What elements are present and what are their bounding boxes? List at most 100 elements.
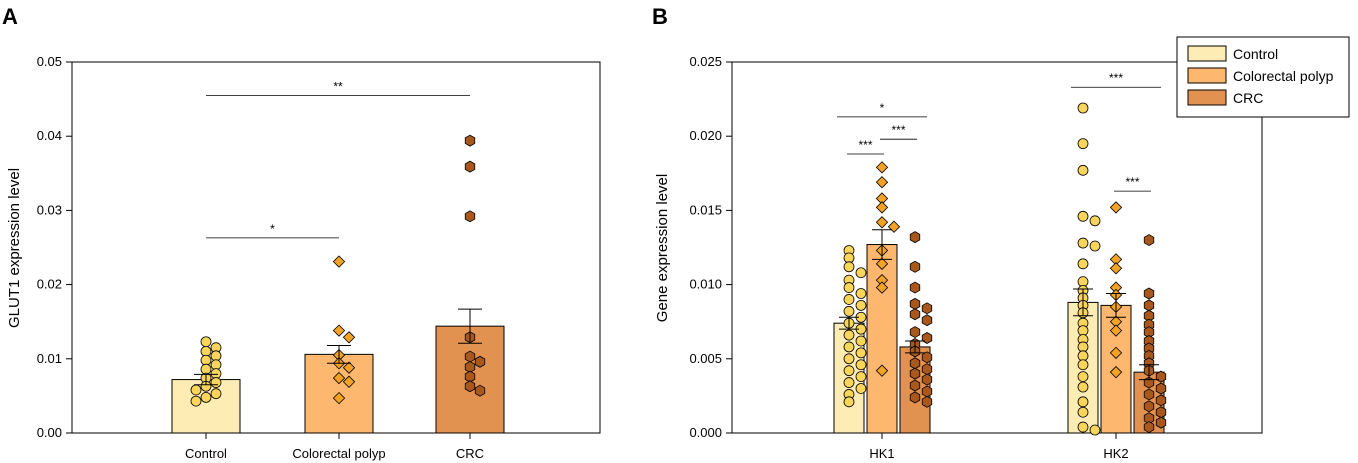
legend-label-control: Control: [1233, 46, 1278, 62]
data-point-hk2-colorectal-polyp: [1109, 324, 1123, 337]
data-point-hk1-control: [855, 383, 867, 394]
x-tick-label-control: Control: [185, 446, 227, 461]
data-point-hk2-crc: [1143, 299, 1155, 312]
data-point-hk1-control: [843, 252, 855, 264]
data-point-hk1-crc: [909, 391, 921, 404]
panel-a-label: A: [2, 4, 18, 29]
data-point-hk1-colorectal-polyp: [875, 161, 889, 174]
y-tick-label: 0.01: [37, 351, 62, 366]
data-point-control: [200, 391, 212, 403]
data-point-colorectal-polyp: [332, 324, 346, 337]
data-point-control: [210, 359, 222, 371]
data-point-hk1-colorectal-polyp: [875, 257, 889, 270]
data-point-hk2-crc: [1143, 421, 1155, 434]
data-point-hk1-crc: [921, 314, 933, 327]
x-tick-label-crc: CRC: [456, 446, 484, 461]
significance-label: ***: [1125, 175, 1139, 189]
data-point-control: [210, 377, 222, 388]
y-tick-label: 0.020: [689, 128, 722, 143]
panel-b-chart: Gene expression level 0.000 0.005 0.010 0.0…: [654, 54, 1263, 461]
x-tick-label-colorectal-polyp: Colorectal polyp: [292, 446, 385, 461]
data-point-hk2-crc: [1143, 400, 1155, 413]
data-point-control: [200, 336, 212, 348]
x-tick-label-hk1: HK1: [869, 446, 894, 461]
legend-swatch-control: [1187, 45, 1227, 62]
y-tick-label: 0.000: [689, 425, 722, 440]
y-tick-label: 0.02: [37, 277, 62, 292]
data-point-hk1-colorectal-polyp: [875, 281, 889, 294]
data-point-hk2-control: [1077, 210, 1089, 222]
data-point-control: [190, 384, 202, 396]
significance-label: *: [270, 222, 275, 236]
data-point-crc: [464, 210, 476, 223]
data-point-hk2-control: [1077, 138, 1089, 150]
panel-b-label: B: [652, 4, 668, 29]
data-point-hk1-colorectal-polyp: [875, 364, 889, 377]
legend-swatch-crc: [1187, 89, 1227, 106]
data-point-hk1-control: [843, 365, 855, 377]
data-point-hk1-crc: [909, 297, 921, 310]
bar-hk1-colorectal-polyp: [866, 244, 898, 434]
data-point-hk1-control: [843, 396, 855, 408]
data-point-hk1-crc: [921, 373, 933, 386]
data-point-hk2-control: [1077, 258, 1089, 270]
data-point-hk2-control: [1077, 341, 1089, 353]
data-point-hk2-control: [1077, 396, 1089, 408]
data-point-hk2-control: [1077, 102, 1089, 114]
data-point-hk2-crc: [1155, 370, 1167, 383]
data-point-hk1-control: [843, 377, 855, 388]
data-point-control: [200, 345, 212, 357]
data-point-hk1-crc: [921, 332, 933, 344]
y-tick-label: 0.005: [689, 351, 722, 366]
data-point-hk2-control: [1077, 325, 1089, 337]
data-point-control: [200, 363, 212, 375]
data-point-hk1-control: [855, 371, 867, 383]
y-tick-label: 0.05: [37, 54, 62, 69]
data-point-hk1-control: [855, 335, 867, 347]
data-point-control: [190, 395, 202, 407]
y-tick-label: 0.03: [37, 202, 62, 217]
data-point-colorectal-polyp: [342, 361, 356, 374]
data-point-hk2-crc: [1155, 406, 1167, 419]
data-point-hk1-colorectal-polyp: [887, 220, 901, 233]
data-point-crc: [464, 160, 476, 173]
data-point-hk1-crc: [909, 260, 921, 273]
data-point-hk1-crc: [909, 367, 921, 380]
data-point-hk2-control: [1077, 237, 1089, 249]
data-point-hk2-control: [1077, 421, 1089, 433]
data-point-hk2-colorectal-polyp: [1109, 365, 1123, 379]
significance-label: ***: [891, 123, 905, 137]
data-point-crc: [474, 384, 486, 397]
data-point-hk1-crc: [921, 351, 933, 364]
data-point-hk1-control: [855, 359, 867, 371]
data-point-hk1-control: [843, 294, 855, 305]
data-point-hk2-crc: [1143, 234, 1155, 247]
data-point-hk2-control: [1089, 215, 1101, 227]
data-point-hk1-crc: [909, 281, 921, 294]
data-point-crc: [474, 355, 486, 368]
legend-label-colorectal-polyp: Colorectal polyp: [1233, 68, 1334, 84]
y-tick-label: 0.010: [689, 277, 722, 292]
data-point-hk1-colorectal-polyp: [875, 216, 889, 229]
data-point-colorectal-polyp: [332, 255, 346, 268]
data-point-hk2-colorectal-polyp: [1109, 262, 1123, 275]
legend-label-crc: CRC: [1233, 90, 1263, 106]
data-point-hk1-control: [843, 282, 855, 293]
panel-a-chart: GLUT1 expression level 0.00 0.01 0.02 0.03 0…: [6, 54, 601, 461]
data-point-hk1-crc: [909, 379, 921, 392]
y-tick-label: 0.00: [37, 425, 62, 440]
data-point-hk2-crc: [1143, 388, 1155, 401]
significance-label: *: [880, 101, 885, 115]
data-point-hk1-crc: [909, 357, 921, 370]
data-point-hk1-control: [843, 261, 855, 273]
data-point-hk1-control: [843, 305, 855, 317]
data-point-hk1-colorectal-polyp: [875, 201, 889, 214]
data-point-colorectal-polyp: [332, 371, 346, 385]
data-point-hk2-crc: [1155, 382, 1167, 395]
data-point-crc: [464, 350, 476, 363]
data-point-hk1-control: [855, 299, 867, 311]
significance-label: ***: [858, 138, 872, 152]
data-point-hk1-crc: [909, 326, 921, 339]
data-point-hk2-crc: [1155, 394, 1167, 407]
